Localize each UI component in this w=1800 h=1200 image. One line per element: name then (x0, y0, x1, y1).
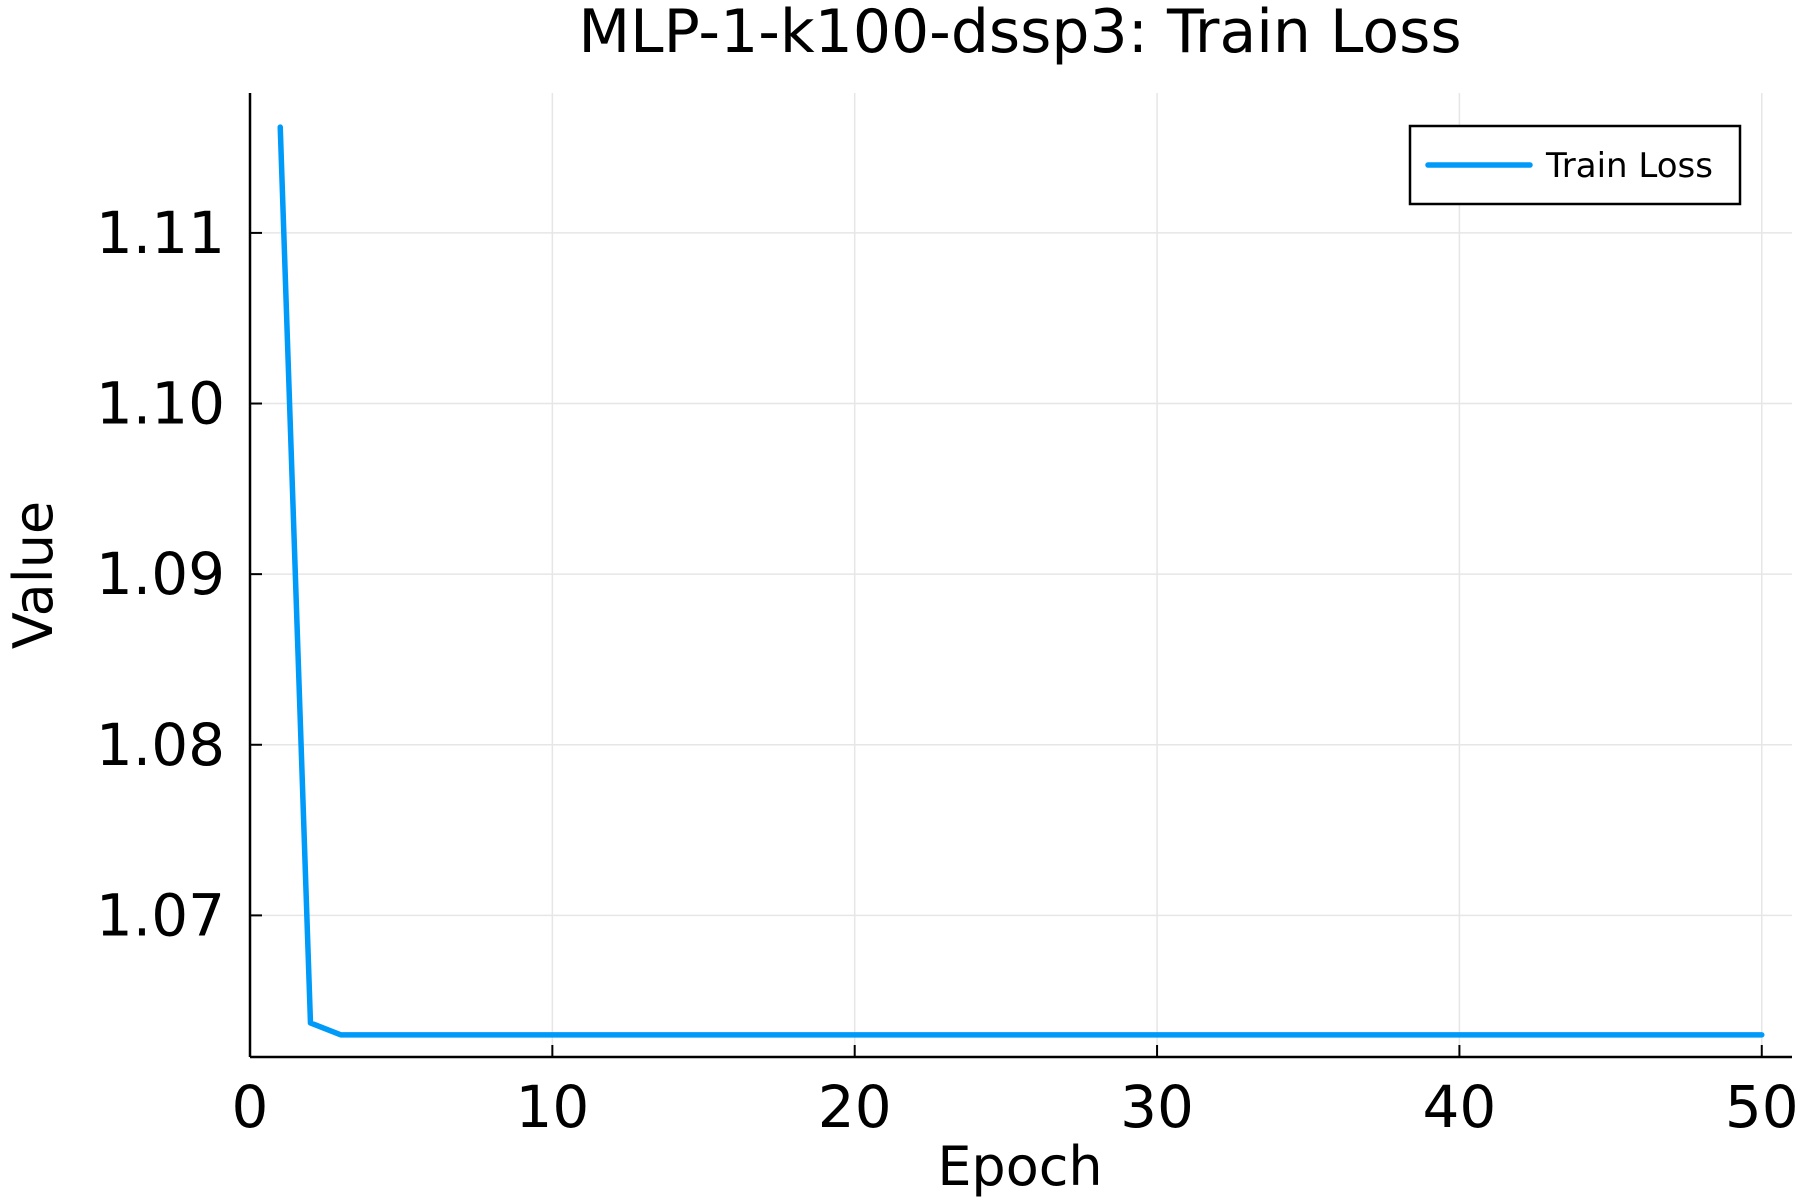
x-tick-label: 20 (818, 1073, 892, 1141)
legend: Train Loss (1408, 124, 1742, 206)
y-tick-label: 1.11 (96, 199, 225, 267)
x-tick-label: 0 (232, 1073, 269, 1141)
series-layer (277, 124, 1765, 1038)
grid-lines (249, 93, 1792, 1057)
x-axis-label: Epoch (937, 1135, 1102, 1198)
x-tick-label: 50 (1725, 1073, 1799, 1141)
legend-label-train-loss: Train Loss (1545, 146, 1713, 186)
y-tick-label: 1.08 (96, 711, 225, 779)
tick-labels: 0 10 20 30 40 50 1.07 1.08 1.09 1.10 1.11 (96, 199, 1799, 1141)
y-tick-label: 1.07 (96, 881, 225, 949)
y-tick-label: 1.09 (96, 540, 225, 608)
y-tick-label: 1.10 (96, 370, 225, 438)
x-tick-label: 40 (1423, 1073, 1497, 1141)
axes (248, 93, 1792, 1059)
x-tick-label: 10 (515, 1073, 589, 1141)
y-axis-label: Value (2, 501, 65, 649)
x-tick-label: 30 (1120, 1073, 1194, 1141)
series-line-train-loss (277, 124, 1765, 1038)
chart-title: MLP-1-k100-dssp3: Train Loss (578, 0, 1461, 67)
